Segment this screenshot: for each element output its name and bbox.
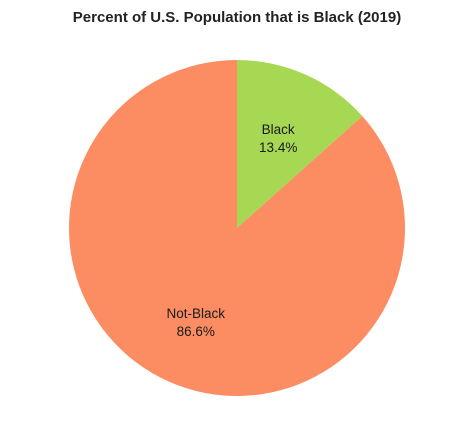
slice-value-label: 13.4% bbox=[259, 140, 297, 155]
pie-slice-black bbox=[237, 60, 363, 228]
slice-value-label: 86.6% bbox=[177, 324, 215, 339]
chart-title: Percent of U.S. Population that is Black… bbox=[72, 9, 402, 26]
slice-label: Not-Black bbox=[167, 306, 226, 321]
slice-label: Black bbox=[262, 122, 295, 137]
pie-slice-not-black bbox=[69, 60, 406, 396]
